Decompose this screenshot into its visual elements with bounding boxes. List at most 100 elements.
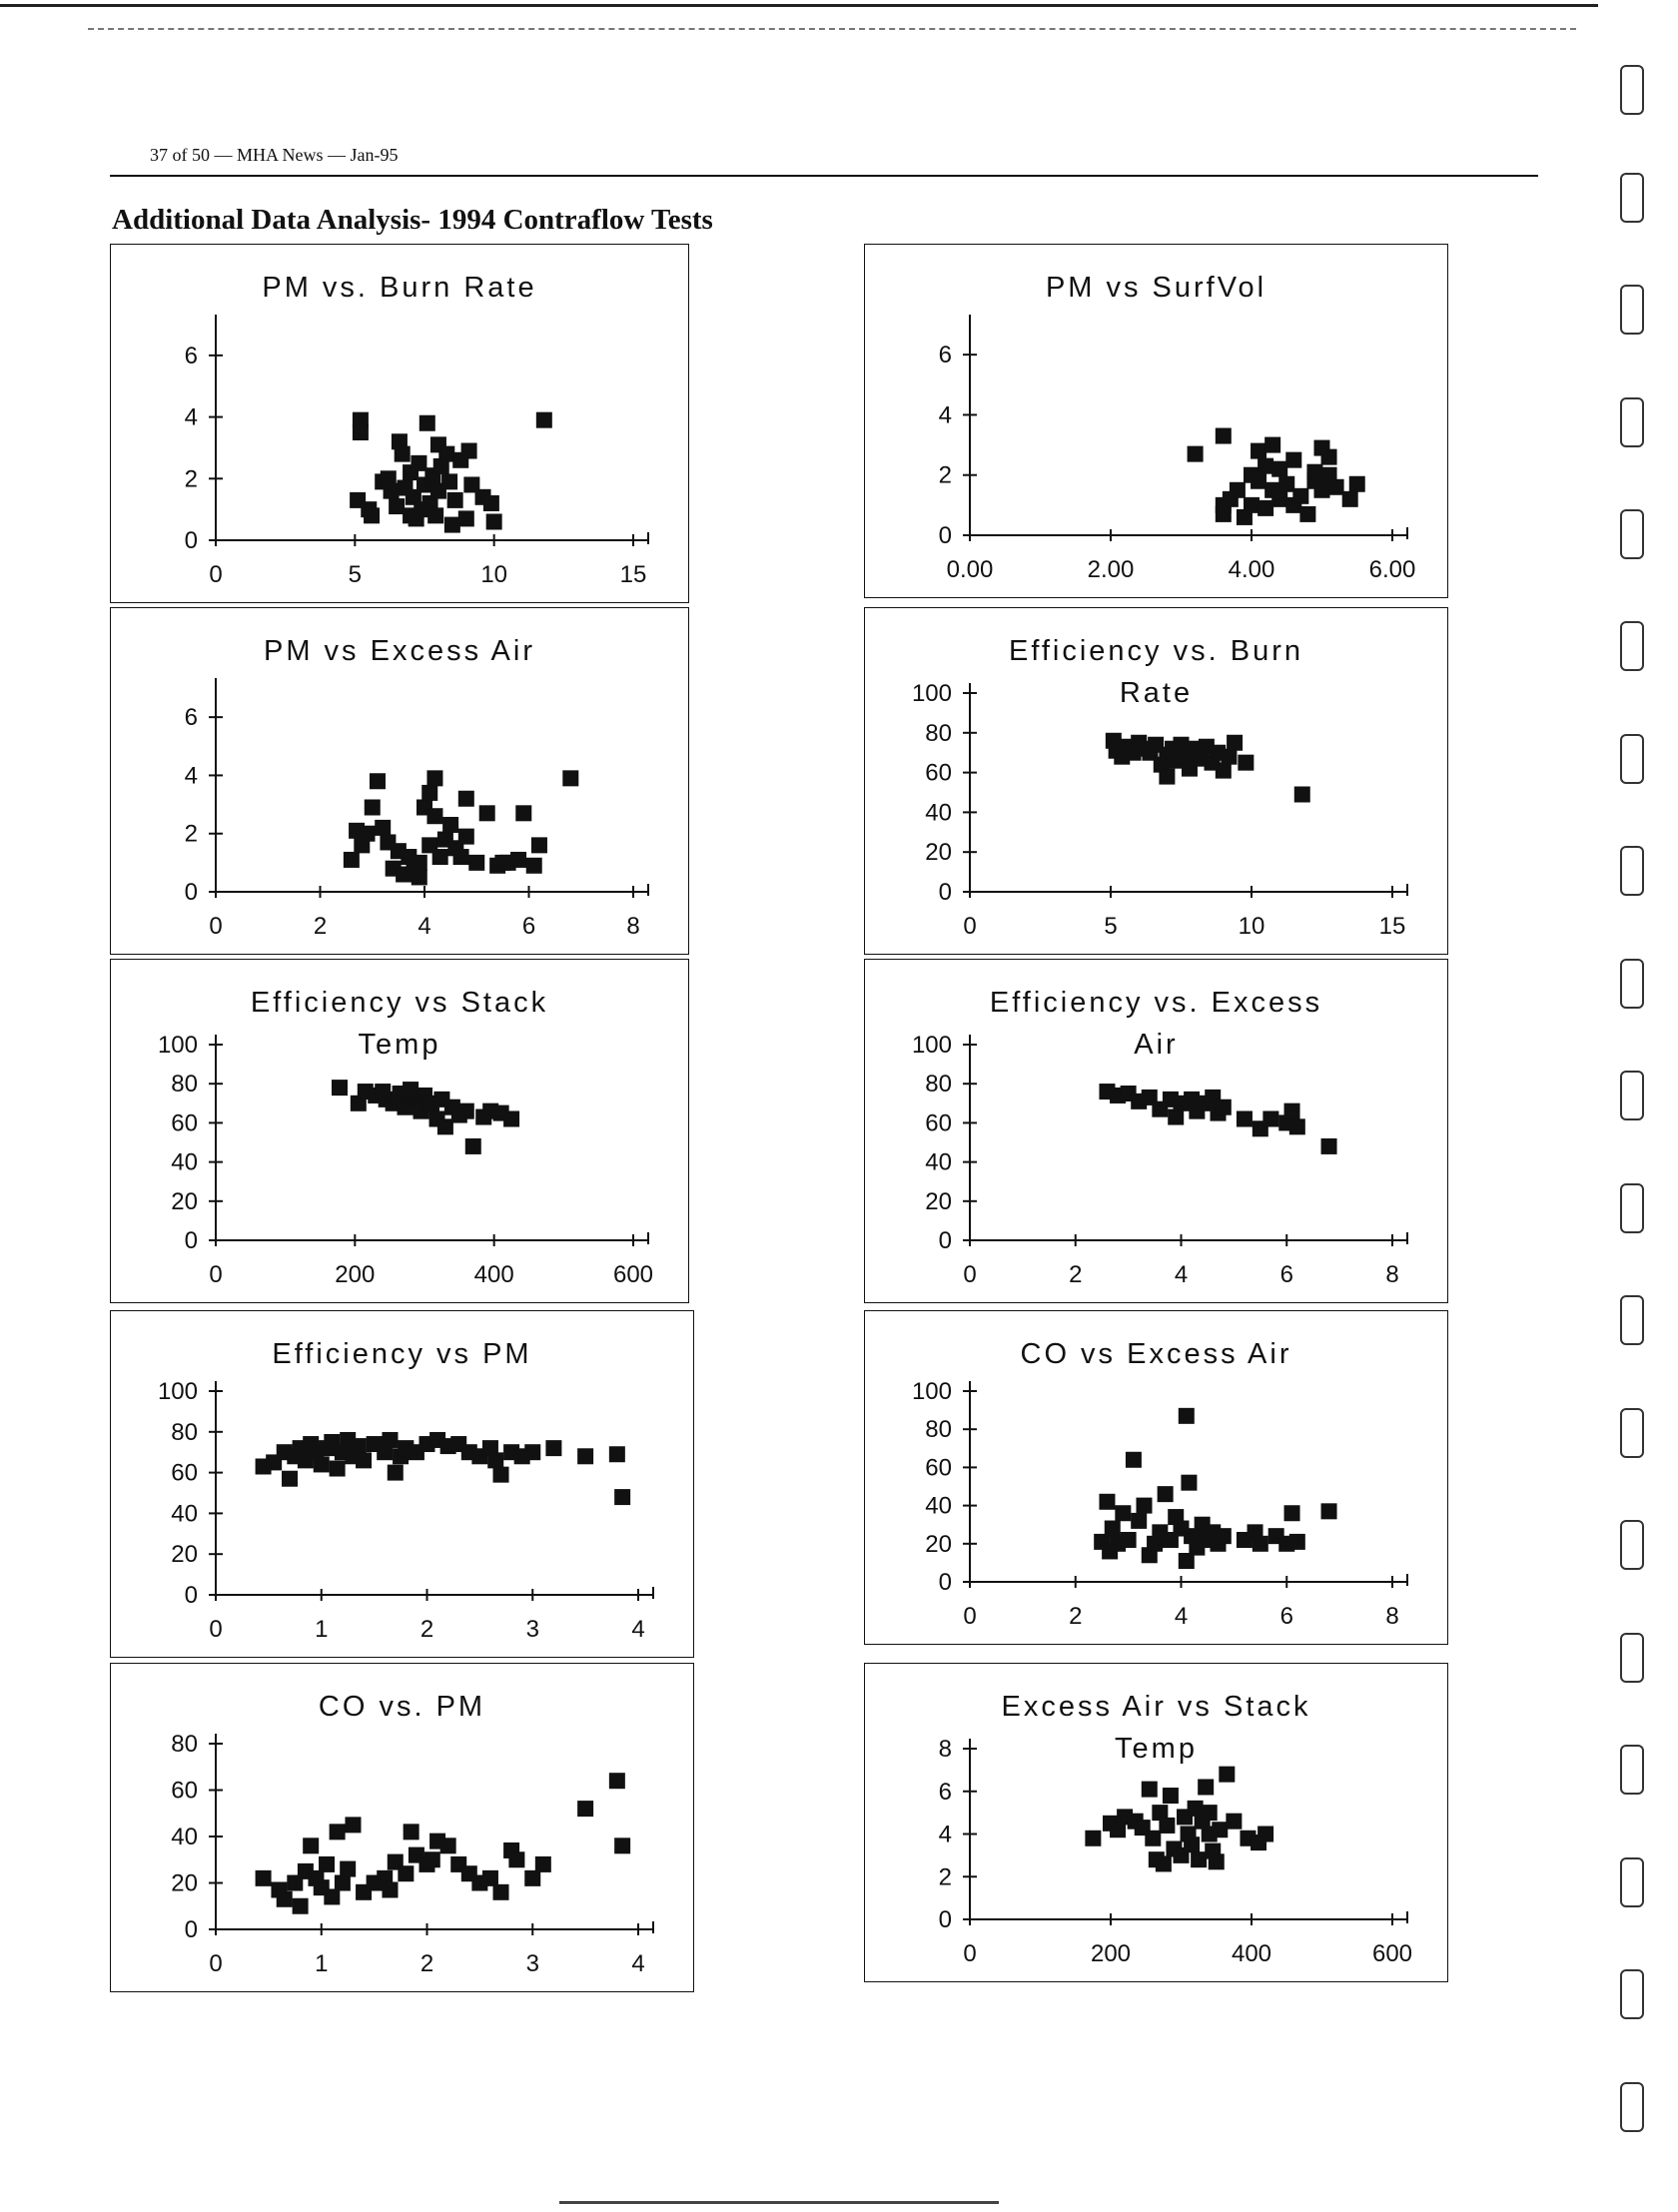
data-point [457,510,474,527]
y-tick-label: 80 [171,1071,198,1098]
data-point [452,849,469,866]
binder-hole-icon [1620,1745,1644,1795]
data-point [481,1869,498,1886]
data-point [432,457,449,474]
y-tick-label: 40 [171,1824,198,1850]
data-point [510,851,527,868]
x-tick-label: 2 [420,1616,433,1643]
data-point [411,869,427,886]
data-point [1258,1826,1274,1843]
data-point [1201,1805,1218,1822]
chart-title-line: Temp [1115,1733,1198,1765]
y-tick-label: 60 [171,1109,198,1136]
y-tick-label: 4 [939,1822,952,1848]
data-point [1215,1099,1232,1115]
y-tick-label: 0 [939,1227,952,1254]
chart-co-vs-excess-air: CO vs Excess Air 0 2 4 6 8 0 20 40 60 80 100 [864,1310,1448,1645]
data-point [1227,734,1244,751]
chart-efficiency-vs-stack-temp: Efficiency vs Stack Temp 0 200 400 600 0 20 40 60… [110,959,689,1303]
data-point [1208,1853,1225,1870]
data-point [375,819,392,836]
y-tick-label: 80 [171,1731,198,1758]
data-point [1252,1535,1268,1552]
x-tick-label: 0 [209,913,222,940]
data-point [1131,1512,1148,1529]
data-point [515,805,532,822]
x-tick-label: 2.00 [1088,556,1135,583]
data-point [464,1137,481,1154]
chart-title-line: Efficiency vs PM [272,1338,531,1370]
data-point [382,1431,399,1448]
data-point [319,1855,336,1872]
data-point [1271,460,1288,477]
y-tick-label: 40 [171,1149,198,1176]
chart-pm-vs-burn-rate: PM vs. Burn Rate 0 5 10 15 0 2 4 6 [110,244,689,603]
data-point [1244,496,1259,513]
chart-title-line: Rate [1120,677,1193,709]
x-tick-label: 0.00 [947,556,994,583]
data-point [1155,1855,1172,1872]
y-tick-label: 6 [185,343,198,369]
data-point [481,1440,498,1457]
x-tick-label: 0 [963,1603,976,1630]
data-point [1110,1822,1127,1839]
data-point [350,1438,367,1455]
data-point [460,442,477,459]
data-point [1306,463,1323,480]
data-point [492,1466,509,1483]
data-point [1236,1110,1253,1127]
chart-co-vs-pm: CO vs. PM 0 1 2 3 4 0 20 40 60 80 [110,1663,694,1992]
binder-hole-icon [1620,1071,1644,1120]
data-point [508,1851,525,1868]
y-tick-label: 60 [171,1460,198,1487]
data-point [1320,466,1337,483]
x-tick-label: 6 [1280,1261,1293,1288]
y-tick-label: 20 [171,1870,198,1897]
binder-hole-icon [1620,1969,1644,2019]
x-tick-label: 2 [314,913,327,940]
data-point [1320,1137,1337,1154]
data-point [614,1838,631,1854]
y-tick-label: 80 [925,1071,952,1098]
binder-hole-icon [1620,1857,1644,1907]
data-point [1219,1766,1236,1783]
data-point [457,790,474,807]
data-point [1187,1800,1204,1817]
data-point [419,414,435,431]
data-point [1184,1837,1201,1853]
data-point [1178,1552,1195,1569]
data-point [446,491,463,508]
binder-holes [1616,55,1656,2152]
data-point [485,513,502,530]
data-point [1099,1493,1116,1510]
top-dashed-line [88,28,1576,30]
x-tick-label: 5 [349,561,362,588]
binder-hole-icon [1620,734,1644,784]
y-tick-label: 6 [185,704,198,731]
binder-hole-icon [1620,1183,1644,1233]
chart-svg: PM vs. Burn Rate 0 5 10 15 0 2 4 6 [185,272,649,588]
data-point [457,1103,474,1119]
x-tick-label: 4.00 [1229,556,1275,583]
data-point [394,445,411,462]
x-tick-label: 0 [963,1940,976,1967]
x-tick-label: 6 [522,913,535,940]
binder-hole-icon [1620,846,1644,896]
x-tick-label: 3 [526,1616,539,1643]
data-point [1136,1497,1153,1514]
data-point [340,1860,357,1877]
y-tick-label: 40 [925,1149,952,1176]
data-point [411,854,427,871]
data-point [443,516,460,533]
chart-excess-air-vs-stack-temp: Excess Air vs Stack Temp 0 200 400 600 0 2 4 6 8 [864,1663,1448,1982]
chart-svg: PM vs Excess Air 0 2 4 6 8 0 2 4 6 [185,635,649,940]
data-point [1226,1813,1243,1830]
data-point [387,1464,404,1481]
data-point [282,1470,299,1487]
x-tick-label: 10 [1239,913,1265,940]
data-point [1125,1451,1142,1468]
data-point [364,507,381,524]
